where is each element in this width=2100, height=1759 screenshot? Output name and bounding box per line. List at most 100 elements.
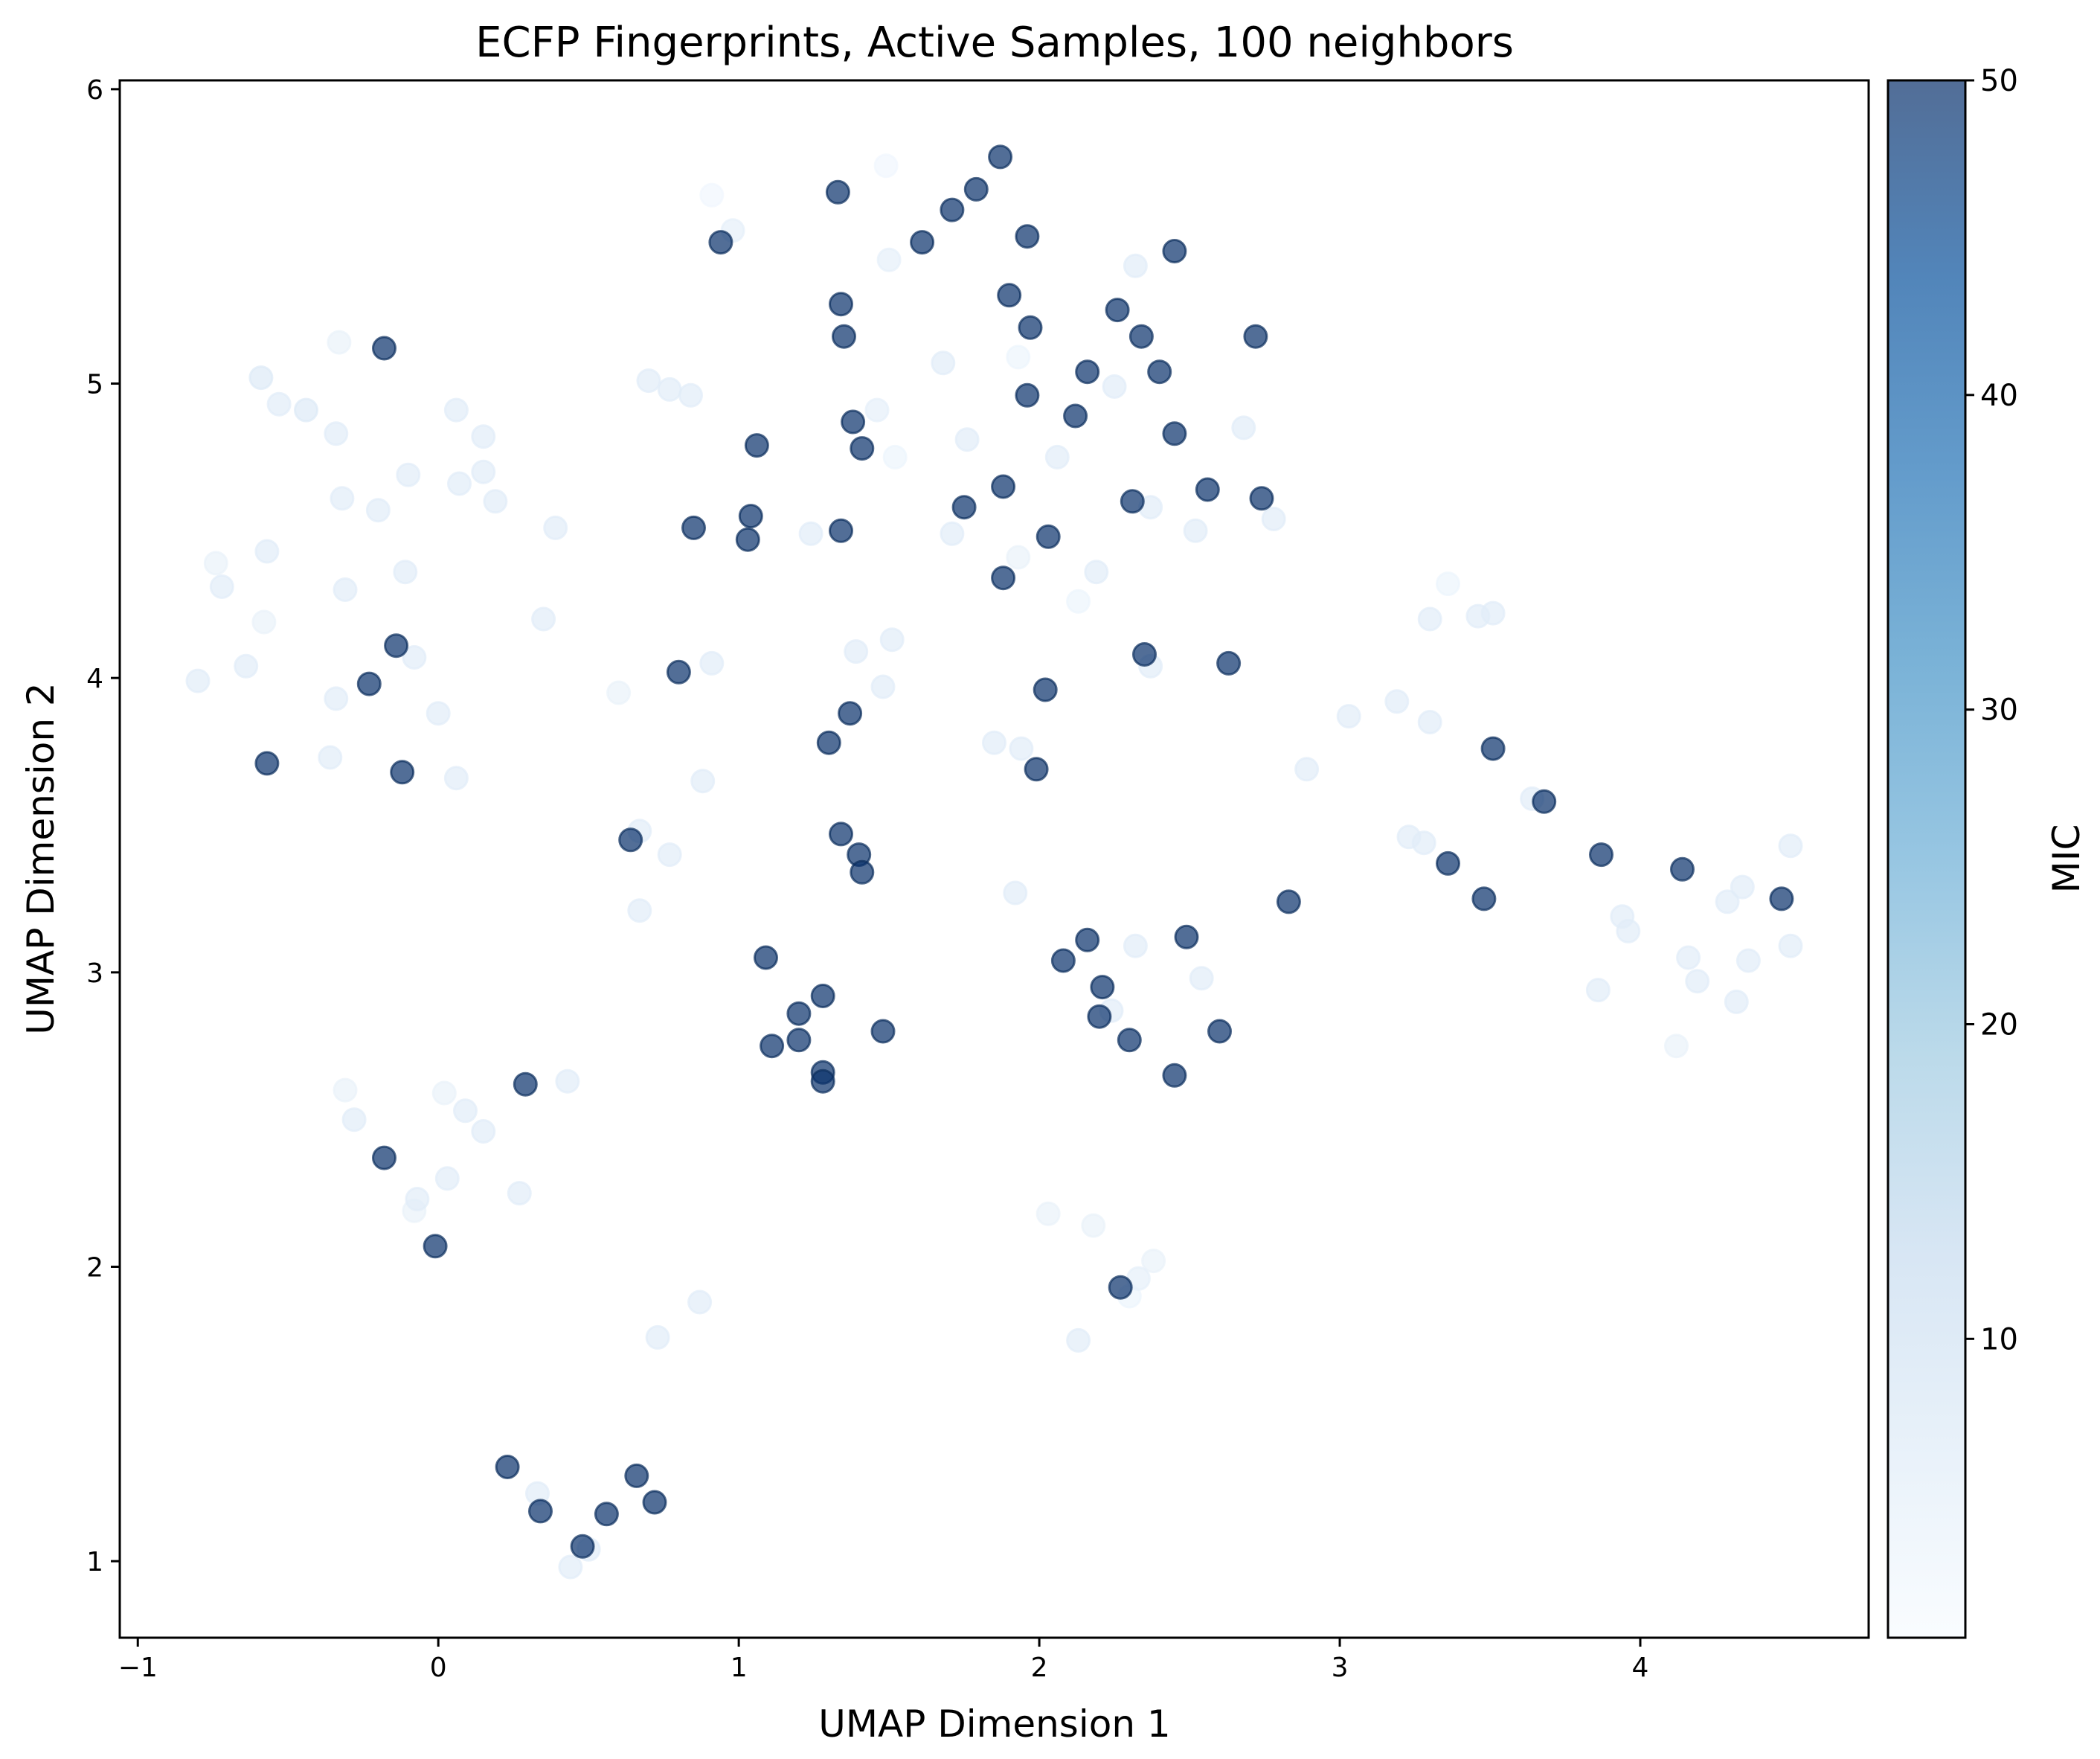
data-point [1006, 545, 1031, 570]
data-point [991, 565, 1016, 591]
data-point [396, 462, 421, 487]
data-point [1183, 518, 1208, 543]
data-point [873, 153, 899, 179]
x-tick-label: 3 [1332, 1653, 1349, 1683]
colorbar-frame [1887, 79, 1967, 1639]
chart-title: ECFP Fingerprints, Active Samples, 100 n… [475, 19, 1514, 67]
data-point [642, 1490, 667, 1515]
data-point [1035, 524, 1061, 549]
colorbar: 10 20 30 40 50 MIC [1887, 64, 2088, 1639]
data-point [1075, 359, 1100, 385]
data-point [810, 1068, 835, 1094]
data-point [829, 292, 853, 317]
data-point [1243, 324, 1268, 349]
data-point [681, 515, 706, 540]
colorbar-gradient [1888, 80, 1965, 1638]
plot-area: −1 0 1 2 3 4 1 2 3 4 5 6 [86, 75, 1870, 1683]
data-point [850, 436, 875, 461]
data-point [1044, 444, 1070, 470]
data-point [1480, 736, 1506, 761]
data-point [1724, 989, 1749, 1014]
data-point [1102, 374, 1127, 399]
data-point [1050, 948, 1076, 973]
data-point [690, 769, 716, 794]
data-point [1009, 736, 1034, 761]
data-point [1207, 1019, 1232, 1044]
data-point [1231, 415, 1256, 440]
data-point [982, 730, 1006, 755]
data-point [687, 1289, 713, 1315]
data-point [1417, 710, 1442, 734]
colorbar-tick-label: 30 [1980, 693, 2018, 728]
data-point [558, 1554, 583, 1580]
y-tick-label: 4 [86, 664, 103, 694]
data-point [816, 730, 841, 755]
data-point [1162, 1063, 1187, 1088]
data-point [645, 1324, 670, 1350]
data-point [657, 842, 682, 868]
data-point [738, 504, 763, 529]
x-tick-label: 0 [430, 1653, 447, 1683]
data-point [931, 350, 956, 376]
data-point [294, 397, 318, 423]
data-point [850, 859, 875, 885]
data-point [254, 751, 280, 776]
data-point [1471, 886, 1497, 911]
data-point [543, 515, 568, 540]
plot-frame [118, 79, 1870, 1639]
data-point [1589, 842, 1613, 868]
data-point [735, 527, 760, 552]
data-point [1035, 1201, 1061, 1226]
x-tick-label: 2 [1031, 1653, 1048, 1683]
data-point [555, 1068, 580, 1094]
data-point [434, 1166, 460, 1191]
data-point [951, 495, 977, 520]
data-point [483, 489, 508, 514]
data-point [318, 745, 343, 770]
data-point [1436, 850, 1460, 876]
data-point [393, 560, 418, 585]
data-point [1436, 571, 1460, 597]
data-point [185, 668, 211, 693]
data-point [963, 176, 989, 202]
data-point [1120, 489, 1145, 514]
y-tick-label: 5 [86, 370, 103, 400]
data-point [760, 1034, 785, 1059]
data-point [390, 760, 415, 785]
data-point [829, 518, 853, 543]
data-point [431, 1080, 457, 1106]
data-point [1162, 421, 1187, 446]
data-point [1480, 600, 1506, 626]
data-point [1261, 507, 1286, 531]
data-point [471, 424, 496, 449]
data-point [991, 474, 1016, 499]
data-point [531, 606, 556, 632]
data-point [1411, 830, 1436, 856]
data-point [1670, 856, 1695, 882]
data-point [1015, 224, 1040, 249]
data-point [324, 686, 349, 711]
data-point [1117, 1028, 1142, 1053]
data-point [333, 577, 358, 602]
data-point [636, 368, 661, 394]
data-point [1090, 975, 1115, 1000]
y-tick-label: 1 [86, 1547, 103, 1577]
data-point [324, 421, 349, 446]
data-point [844, 639, 869, 664]
data-point [1249, 486, 1274, 511]
data-point [384, 633, 409, 659]
data-point [594, 1502, 619, 1527]
data-point [606, 680, 632, 705]
data-point [570, 1534, 595, 1559]
data-point [402, 645, 427, 670]
data-point [1778, 833, 1803, 859]
data-point [624, 1463, 649, 1488]
data-point [1294, 757, 1320, 782]
data-point [832, 324, 856, 349]
data-point [266, 391, 292, 417]
data-point [1276, 889, 1301, 914]
data-point [1769, 886, 1794, 911]
data-point [879, 627, 905, 653]
data-point [495, 1455, 520, 1479]
data-point [1735, 948, 1761, 973]
